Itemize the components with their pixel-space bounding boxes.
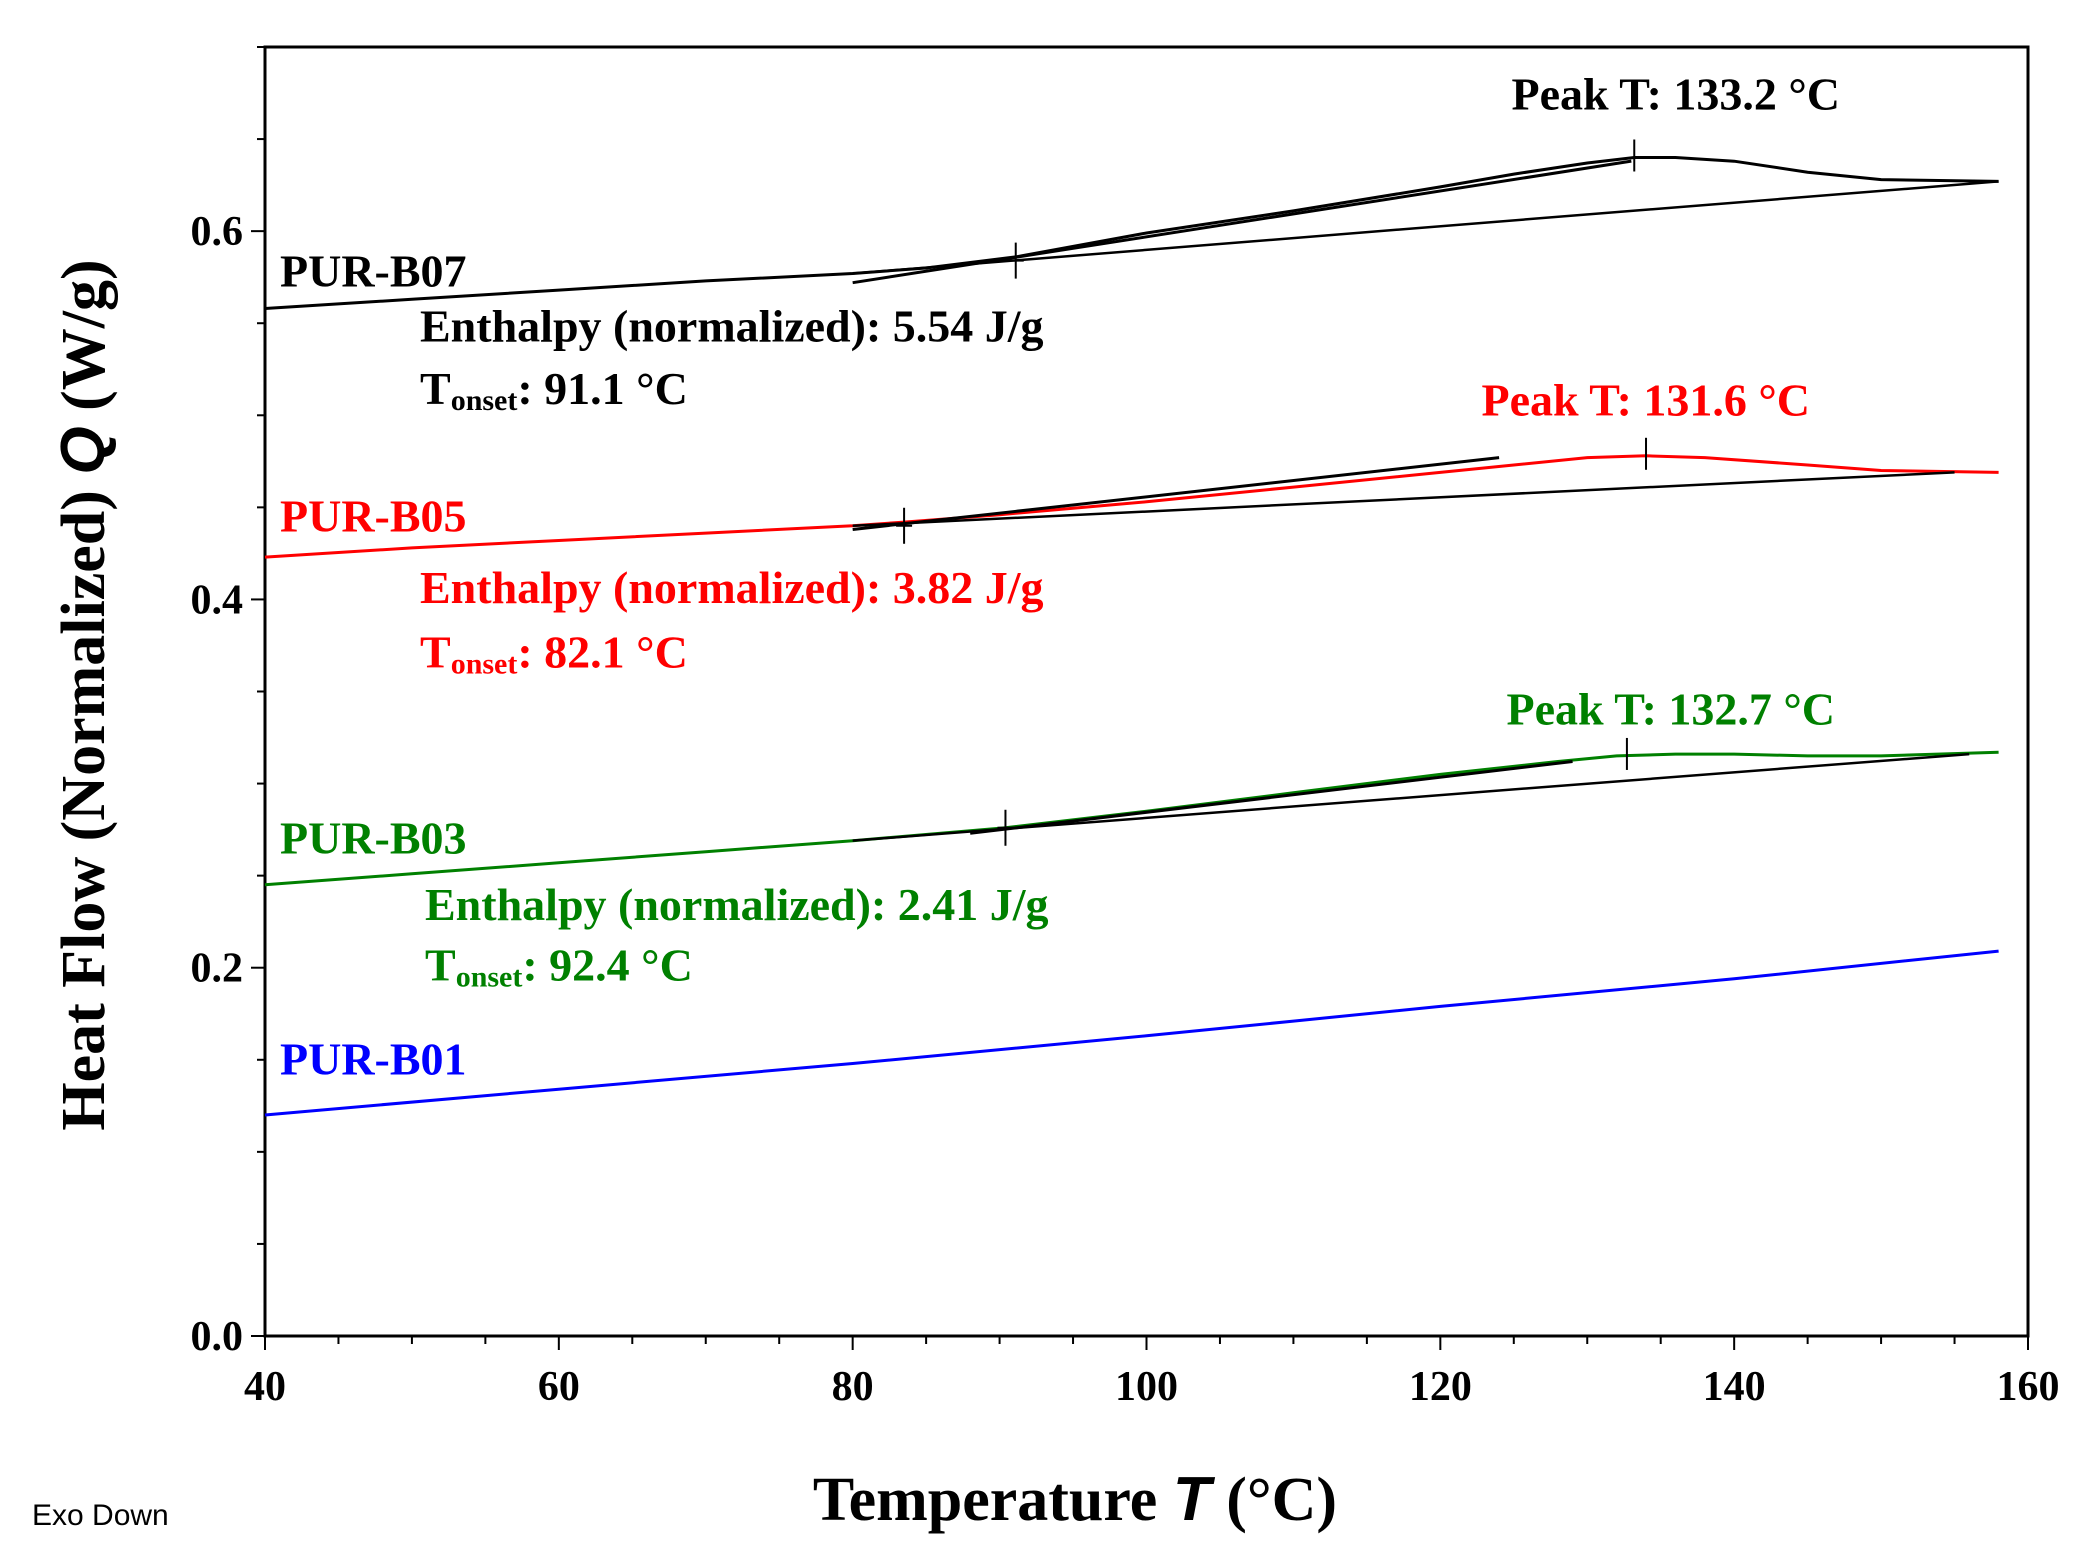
y-tick-label: 0.2 xyxy=(191,946,244,992)
series-layer xyxy=(264,139,1999,1117)
series-label-pur-b01: PUR-B01 xyxy=(280,1034,467,1085)
onset-temperature-label: Tonset: 91.1 °C xyxy=(420,363,688,417)
y-axis-label-main: Heat Flow (Normalized) xyxy=(50,475,118,1131)
y-axis-ticks: 0.0 0.2 0.4 0.6 xyxy=(191,46,265,1360)
series-line-pur-b05 xyxy=(264,454,1999,559)
series-label-pur-b07: PUR-B07 xyxy=(280,245,467,296)
x-axis-label: Temperature T (°C) xyxy=(813,1465,1337,1534)
enthalpy-label: Enthalpy (normalized): 3.82 J/g xyxy=(420,562,1044,613)
x-tick-label: 100 xyxy=(1115,1364,1178,1410)
onset-T: T xyxy=(420,627,451,678)
peak-temperature-label: Peak T: 132.7 °C xyxy=(1507,684,1835,735)
x-tick-label: 140 xyxy=(1703,1364,1766,1410)
peak-temperature-label: Peak T: 131.6 °C xyxy=(1482,374,1810,425)
onset-subscript: onset xyxy=(456,961,523,994)
onset-value: : 82.1 °C xyxy=(517,627,687,678)
y-axis-label-var: Q xyxy=(49,426,118,474)
baseline-pur-b07 xyxy=(852,180,1999,275)
peak-temperature-label: Peak T: 133.2 °C xyxy=(1512,69,1840,120)
series-label-pur-b03: PUR-B03 xyxy=(280,813,467,864)
x-tick-label: 40 xyxy=(244,1364,286,1410)
x-tick-label: 60 xyxy=(538,1364,580,1410)
x-axis-label-unit: (°C) xyxy=(1211,1466,1337,1534)
y-tick-label: 0.6 xyxy=(191,209,244,255)
onset-T: T xyxy=(425,940,456,991)
series-line-pur-b03 xyxy=(264,750,1999,887)
x-axis-label-var: T xyxy=(1173,1465,1216,1534)
tangent-pur-b07 xyxy=(852,159,1632,285)
y-axis-label-unit: (W/g) xyxy=(50,259,118,426)
y-axis-label: Heat Flow (Normalized) Q (W/g) xyxy=(49,259,118,1130)
x-axis-ticks: 40 60 80 100 120 140 160 xyxy=(244,1336,2060,1410)
x-axis-label-main: Temperature xyxy=(813,1466,1173,1534)
enthalpy-label: Enthalpy (normalized): 2.41 J/g xyxy=(425,879,1049,930)
series-line-pur-b07 xyxy=(264,156,1999,310)
series-label-pur-b05: PUR-B05 xyxy=(280,490,467,541)
y-tick-label: 0.0 xyxy=(191,1314,244,1360)
onset-temperature-label: Tonset: 82.1 °C xyxy=(420,627,688,681)
onset-temperature-label: Tonset: 92.4 °C xyxy=(425,940,693,994)
onset-T: T xyxy=(420,363,451,414)
x-tick-label: 120 xyxy=(1409,1364,1472,1410)
onset-value: : 92.4 °C xyxy=(522,940,692,991)
onset-subscript: onset xyxy=(451,384,518,417)
baseline-pur-b05 xyxy=(852,471,1955,528)
x-tick-label: 80 xyxy=(832,1364,874,1410)
onset-value: : 91.1 °C xyxy=(517,363,687,414)
enthalpy-label: Enthalpy (normalized): 5.54 J/g xyxy=(420,301,1044,352)
y-tick-label: 0.4 xyxy=(191,577,244,623)
series-line-pur-b01 xyxy=(264,949,1999,1117)
exo-down-note: Exo Down xyxy=(32,1499,169,1532)
tangent-pur-b05 xyxy=(852,456,1500,531)
annotation-layer: PUR-B07 Peak T: 133.2 °C Enthalpy (normali… xyxy=(280,69,1840,1085)
x-tick-label: 160 xyxy=(1997,1364,2060,1410)
onset-subscript: onset xyxy=(451,648,518,681)
tangent-pur-b03 xyxy=(970,759,1573,835)
